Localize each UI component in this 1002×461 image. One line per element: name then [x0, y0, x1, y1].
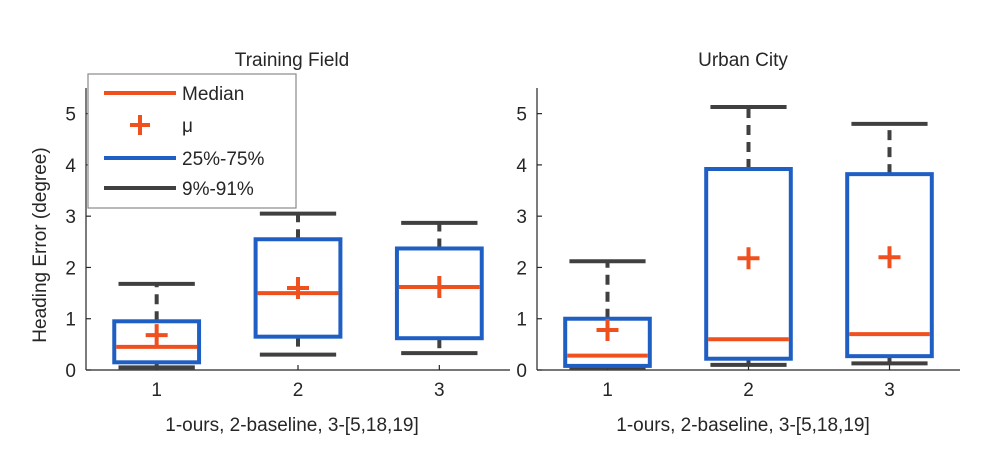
- mean-marker: [428, 275, 451, 298]
- mean-marker: [737, 247, 760, 270]
- y-tick-label: 4: [516, 156, 527, 177]
- iqr-box: [394, 246, 484, 341]
- iqr-box: [253, 237, 343, 339]
- panel-training-field: Training Field 1-ours, 2-baseline, 3-[5,…: [65, 50, 510, 436]
- iqr-box: [563, 316, 652, 368]
- x-axis-label: 1-ours, 2-baseline, 3-[5,18,19]: [165, 415, 419, 436]
- legend-median-label: Median: [182, 84, 244, 105]
- y-tick-label: 1: [516, 310, 527, 331]
- legend: Median μ 25%-75% 9%-91%: [87, 73, 297, 209]
- y-tick-label: 1: [65, 310, 76, 331]
- legend-frame: [87, 73, 297, 209]
- y-tick-label: 4: [65, 156, 76, 177]
- panel-title: Urban City: [698, 50, 788, 71]
- iqr-box: [845, 172, 934, 359]
- y-tick-label: 0: [516, 361, 527, 382]
- x-tick-label: 2: [743, 380, 754, 401]
- x-axis-label: 1-ours, 2-baseline, 3-[5,18,19]: [616, 415, 870, 436]
- legend-mean-swatch: [130, 115, 150, 135]
- legend-whisker-label: 9%-91%: [182, 179, 254, 200]
- mean-marker: [145, 324, 168, 347]
- plot-area: 0 1 2 3 4 5 1 2 3: [65, 88, 510, 401]
- y-tick-label: 0: [65, 361, 76, 382]
- y-tick-label: 2: [65, 258, 76, 279]
- y-tick-label: 5: [516, 105, 527, 126]
- legend-box-label: 25%-75%: [182, 149, 264, 170]
- y-tick-label: 3: [516, 207, 527, 228]
- x-tick-label: 1: [602, 380, 613, 401]
- panel-title: Training Field: [235, 50, 349, 71]
- y-axis-label: Heading Error (degree): [30, 147, 51, 342]
- plot-area: 0 1 2 3 4 5 1 2 3: [516, 88, 960, 401]
- y-tick-label: 2: [516, 258, 527, 279]
- legend-mean-label: μ: [182, 116, 193, 137]
- mean-marker: [878, 246, 901, 269]
- mean-marker: [596, 319, 619, 342]
- x-tick-label: 2: [293, 380, 304, 401]
- x-tick-label: 3: [434, 380, 445, 401]
- y-tick-label: 5: [65, 105, 76, 126]
- mean-marker: [287, 276, 309, 299]
- iqr-box: [112, 319, 202, 365]
- x-tick-label: 3: [884, 380, 895, 401]
- x-tick-label: 1: [151, 380, 162, 401]
- y-tick-label: 3: [65, 207, 76, 228]
- panel-urban-city: Urban City 1-ours, 2-baseline, 3-[5,18,1…: [516, 50, 960, 436]
- iqr-box: [704, 167, 793, 361]
